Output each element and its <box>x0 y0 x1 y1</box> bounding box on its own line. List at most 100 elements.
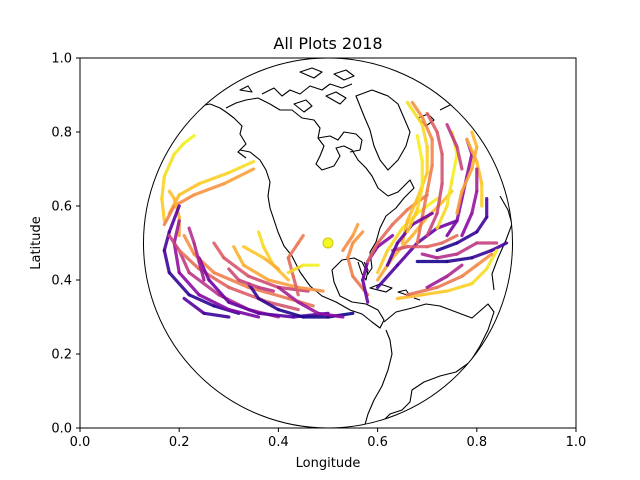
track-1-segment-3 <box>227 160 256 175</box>
track-40-segment-1 <box>445 263 464 278</box>
track-29-segment-0 <box>415 215 424 245</box>
track-28-segment-4 <box>420 122 429 149</box>
track-5-segment-3 <box>172 241 181 275</box>
y-tick-label-0: 0.0 <box>51 422 72 437</box>
track-16-segment-0 <box>261 256 280 271</box>
x-tick-label-5: 1.0 <box>566 435 587 450</box>
track-34-segment-2 <box>475 215 489 234</box>
track-20-segment-0 <box>202 311 231 319</box>
track-4-segment-1 <box>187 293 216 308</box>
track-26-segment-0 <box>376 263 400 289</box>
track-30-segment-1 <box>435 182 444 215</box>
track-38-segment-1 <box>420 289 449 297</box>
track-9-segment-2 <box>227 300 261 315</box>
canadian-arctic-islands <box>239 67 355 113</box>
track-33-segment-0 <box>455 189 464 215</box>
track-14-segment-4 <box>247 282 261 301</box>
hudson-bay-coastline <box>317 131 363 153</box>
track-43-segment-0 <box>445 122 459 149</box>
track-43-segment-1 <box>455 145 464 171</box>
track-28-segment-5 <box>405 100 424 127</box>
x-tick-label-3: 0.6 <box>367 435 388 450</box>
track-2-segment-3 <box>222 167 256 186</box>
track-41-segment-2 <box>410 211 434 227</box>
track-32-segment-0 <box>445 219 459 238</box>
track-2-segment-0 <box>162 204 176 227</box>
track-10-segment-1 <box>247 274 280 289</box>
track-31-segment-2 <box>450 152 459 182</box>
track-1-segment-1 <box>177 182 201 197</box>
south-america-coastline <box>363 303 495 428</box>
axes-frame <box>79 57 577 429</box>
track-30-segment-0 <box>425 211 439 238</box>
track-5-segment-4 <box>172 219 181 245</box>
storm-tracks <box>160 100 509 319</box>
chart-title: All Plots 2018 <box>273 34 382 53</box>
track-15-segment-2 <box>276 285 300 304</box>
track-33-segment-1 <box>460 167 474 193</box>
track-29-segment-1 <box>420 189 429 219</box>
track-17-segment-1 <box>237 278 261 289</box>
track-10-segment-3 <box>212 241 226 260</box>
track-11-segment-2 <box>242 263 271 282</box>
track-0-segment-0 <box>160 197 166 223</box>
track-35-segment-0 <box>420 252 439 260</box>
track-39-segment-0 <box>405 285 439 297</box>
track-38-segment-2 <box>445 282 474 293</box>
track-29-segment-4 <box>420 115 434 141</box>
track-6-segment-4 <box>167 234 181 252</box>
track-2-segment-2 <box>192 182 226 197</box>
track-33-segment-3 <box>470 130 479 149</box>
track-39-segment-3 <box>475 252 494 267</box>
track-36-segment-2 <box>470 248 494 260</box>
x-tick-label-4: 0.8 <box>466 435 487 450</box>
alaska-coastline <box>199 103 247 159</box>
track-23-segment-3 <box>415 197 439 215</box>
track-6-segment-2 <box>187 271 221 297</box>
track-29-segment-2 <box>425 163 434 193</box>
track-17-segment-0 <box>256 285 276 293</box>
track-21-segment-3 <box>351 230 365 245</box>
track-25-segment-2 <box>390 208 409 227</box>
track-0-segment-1 <box>160 174 166 201</box>
track-19-segment-1 <box>192 241 201 264</box>
track-13-segment-2 <box>286 241 300 260</box>
track-30-segment-4 <box>425 111 439 134</box>
track-13-segment-3 <box>296 234 305 245</box>
track-44-segment-3 <box>415 134 424 164</box>
track-19-segment-2 <box>187 226 196 245</box>
track-30-segment-3 <box>435 130 444 156</box>
track-22-segment-0 <box>361 278 370 304</box>
track-14-segment-2 <box>276 308 305 319</box>
track-21-segment-2 <box>346 241 355 260</box>
track-38-segment-0 <box>395 293 424 301</box>
track-4-segment-3 <box>162 248 171 275</box>
track-38-segment-4 <box>485 248 499 271</box>
track-2-segment-1 <box>172 193 196 208</box>
track-11-segment-3 <box>232 245 246 267</box>
track-4-segment-2 <box>167 271 191 297</box>
track-42-segment-1 <box>475 160 484 186</box>
track-12-segment-2 <box>256 230 266 249</box>
track-18-segment-0 <box>286 263 305 275</box>
track-16-segment-1 <box>242 245 266 260</box>
y-axis-label: Latitude <box>29 216 44 270</box>
track-39-segment-1 <box>435 274 464 289</box>
track-44-segment-1 <box>415 185 424 212</box>
track-0-segment-3 <box>172 141 186 156</box>
x-axis: 0.0 0.2 0.4 0.6 0.8 1.0 <box>70 428 587 450</box>
track-8-segment-4 <box>182 234 196 256</box>
track-34-segment-0 <box>435 241 459 252</box>
track-45-segment-1 <box>470 189 479 215</box>
track-31-segment-1 <box>445 178 454 208</box>
y-tick-label-1: 0.2 <box>51 348 72 363</box>
track-37-segment-3 <box>440 234 459 245</box>
track-1-segment-2 <box>197 171 231 186</box>
track-23-segment-0 <box>376 248 390 275</box>
track-37-segment-2 <box>425 241 444 249</box>
track-15-segment-1 <box>296 300 320 315</box>
track-11-segment-1 <box>266 278 300 289</box>
x-tick-label-0: 0.0 <box>70 435 91 450</box>
track-3-segment-1 <box>172 197 181 219</box>
